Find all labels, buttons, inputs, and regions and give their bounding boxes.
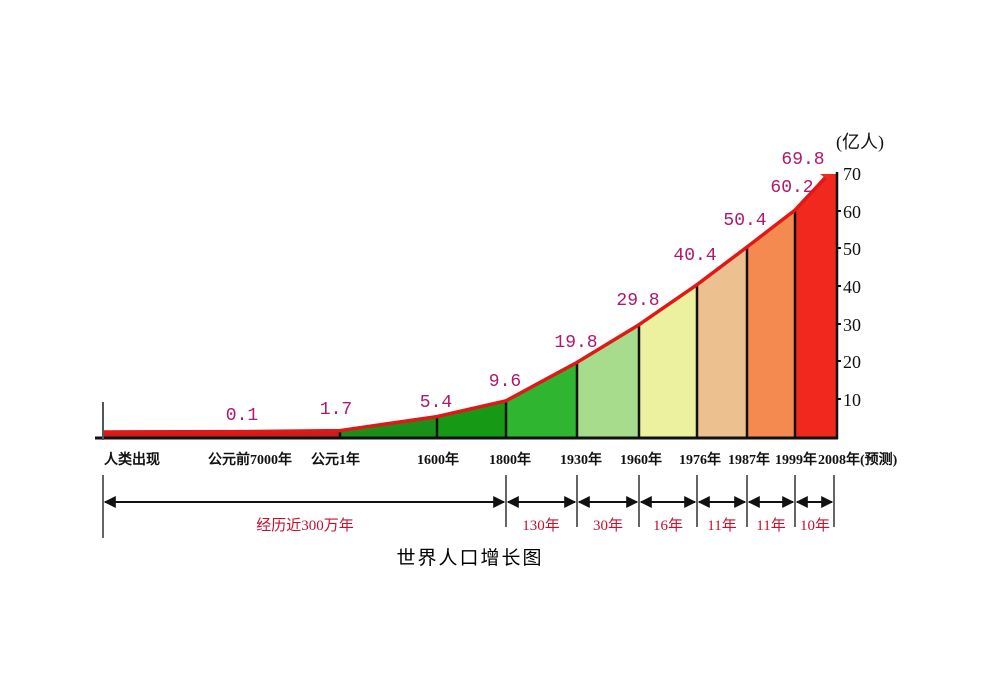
line-arrow-head [820,174,836,186]
value-label: 40.4 [673,246,716,266]
value-label: 19.8 [554,333,597,353]
x-tick-label: 人类出现 [104,451,160,468]
x-tick-label: 公元1年 [311,451,360,468]
x-tick-label: 1600年 [417,451,459,468]
value-labels: 0.1 1.7 5.4 9.6 19.8 29.8 40.4 50.4 60.2… [226,150,825,426]
y-ticks [837,210,841,400]
y-tick-label: 50 [843,239,861,259]
chart-title: 世界人口增长图 [396,547,543,569]
y-tick-label: 10 [843,390,861,410]
segment-1960-1976 [639,284,697,437]
area-segments [103,174,836,437]
x-tick-label: 1976年 [679,451,721,468]
value-label: 9.6 [489,372,521,392]
segment-1600-1800 [437,400,506,437]
segment-1999-2008 [795,174,836,437]
segment-1930-1960 [577,324,639,437]
interval-labels: 经历近300万年 130年 30年 16年 11年 11年 10年 [256,517,830,534]
interval-label: 30年 [593,517,623,534]
value-label: 29.8 [616,291,659,311]
x-tick-labels: 人类出现 公元前7000年 公元1年 1600年 1800年 1930年 196… [104,451,898,468]
value-label: 0.1 [226,406,258,426]
interval-label: 11年 [756,517,785,534]
x-tick-label: 1960年 [620,451,662,468]
value-label: 5.4 [420,393,452,413]
x-tick-label: 2008年(预测) [818,451,898,468]
y-tick-label: 60 [843,202,861,222]
interval-label: 16年 [653,517,683,534]
segment-1987-1999 [747,210,795,437]
population-line [102,175,828,434]
y-tick-label: 30 [843,315,861,335]
y-tick-label: 20 [843,352,861,372]
segment-1800-1930 [506,362,577,437]
x-tick-label: 1930年 [560,451,602,468]
value-label: 50.4 [723,211,766,231]
y-tick-labels: 10 20 30 40 50 60 70 [843,164,861,410]
value-label: 69.8 [781,150,824,170]
interval-label: 11年 [707,517,736,534]
interval-label: 130年 [522,517,560,534]
x-tick-label: 公元前7000年 [208,451,292,468]
y-axis-unit: (亿人) [836,132,884,153]
x-tick-label: 1999年 [775,451,817,468]
y-tick-label: 40 [843,277,861,297]
value-label: 60.2 [770,178,813,198]
interval-boundaries [102,475,835,538]
segment-1976-1987 [697,247,747,437]
y-tick-label: 70 [843,164,861,184]
interval-label: 10年 [800,517,830,534]
x-tick-label: 1987年 [728,451,770,468]
value-label: 1.7 [320,400,352,420]
x-tick-label: 1800年 [489,451,531,468]
interval-label: 经历近300万年 [256,517,354,534]
